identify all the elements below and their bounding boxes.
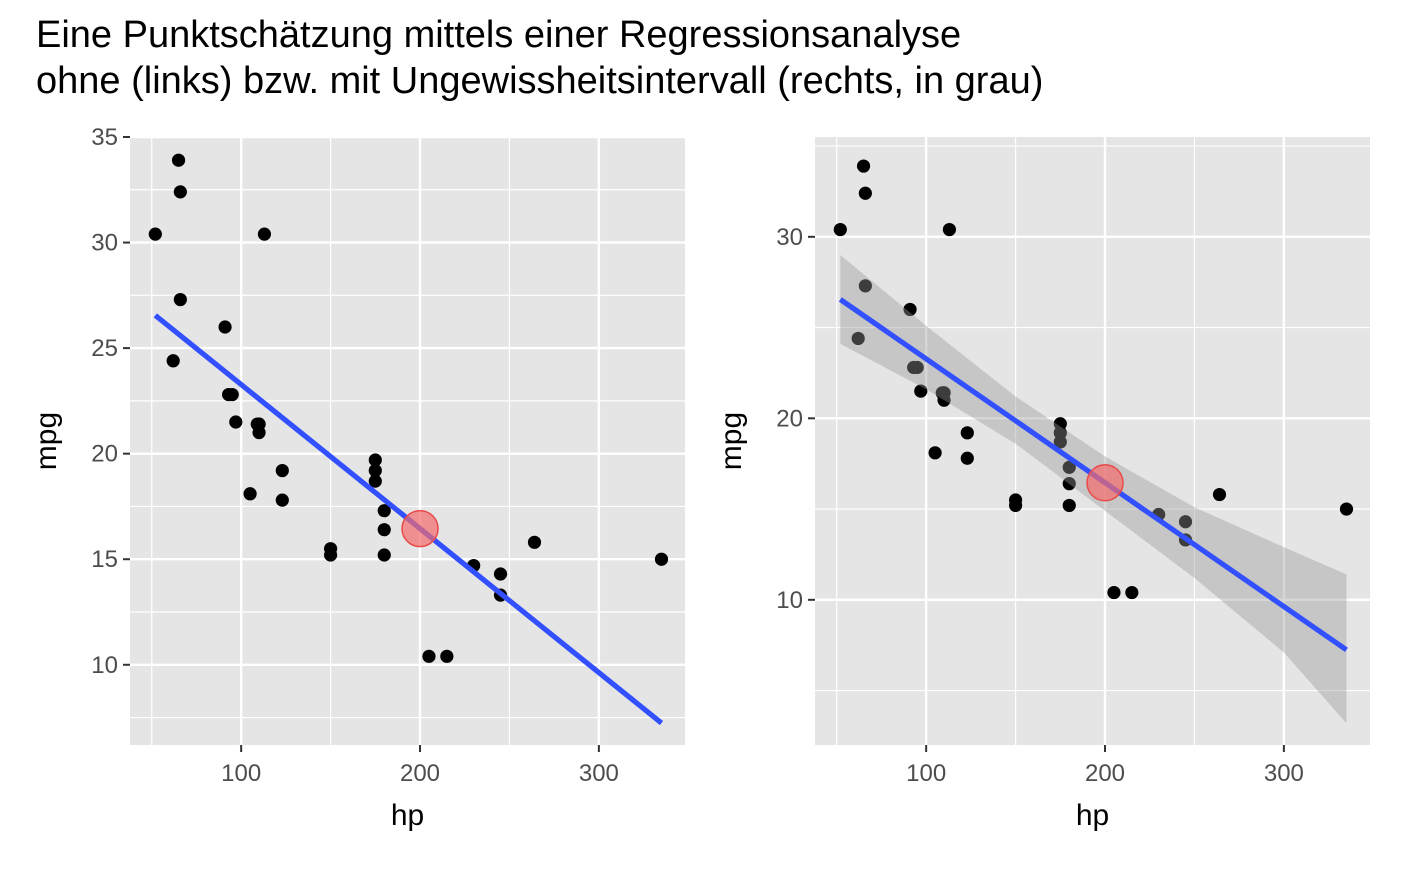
data-point (377, 504, 391, 518)
data-point (218, 320, 232, 334)
y-tick-label: 20 (776, 405, 803, 432)
data-point (928, 446, 942, 460)
data-point (960, 426, 974, 440)
title-line-1: Eine Punktschätzung mittels einer Regres… (36, 14, 962, 56)
data-point (368, 474, 382, 488)
data-point (851, 331, 865, 346)
data-point (229, 415, 243, 429)
y-axis-label: mpg (715, 412, 748, 470)
y-tick-label: 35 (91, 124, 118, 151)
data-point (323, 548, 338, 562)
data-point (377, 548, 391, 562)
data-point (960, 451, 974, 465)
data-point (1212, 487, 1227, 502)
x-tick-label: 300 (1264, 760, 1304, 787)
data-point (1053, 417, 1067, 431)
data-point (858, 279, 872, 293)
y-tick-label: 15 (91, 546, 118, 573)
panel-background (815, 137, 1370, 745)
data-point (173, 185, 187, 199)
data-point (440, 649, 454, 663)
y-tick-label: 10 (91, 652, 118, 679)
point-estimate-marker (1086, 463, 1124, 502)
data-point (1339, 502, 1354, 516)
data-point (1062, 477, 1076, 491)
data-point (171, 153, 186, 167)
data-point (858, 186, 872, 200)
data-point (1008, 498, 1023, 513)
x-tick-label: 300 (579, 760, 619, 787)
data-point (377, 523, 391, 537)
data-point (654, 552, 669, 566)
data-point (250, 417, 264, 431)
x-axis-label: hp (1076, 799, 1109, 832)
x-tick-label: 100 (221, 760, 261, 787)
y-tick-label: 30 (91, 230, 118, 257)
x-axis-label: hp (391, 799, 424, 832)
data-point (903, 302, 917, 317)
y-tick-label: 20 (91, 441, 118, 468)
point-estimate-marker (401, 509, 439, 548)
data-point (368, 463, 382, 478)
data-point (173, 292, 187, 307)
data-point (166, 354, 180, 368)
data-point (1125, 585, 1139, 600)
data-point (1178, 515, 1193, 529)
data-point (148, 227, 162, 241)
data-point (833, 222, 847, 237)
x-tick-label: 200 (1085, 760, 1125, 787)
y-tick-label: 10 (776, 587, 803, 614)
y-tick-label: 25 (91, 335, 118, 362)
data-point (243, 487, 257, 501)
data-point (275, 463, 289, 478)
x-tick-label: 200 (400, 760, 440, 787)
right-plot: 100 200 300 10 20 30 hp mpg (715, 137, 1370, 832)
data-point (910, 360, 924, 375)
data-point (1053, 435, 1067, 449)
data-point (422, 649, 436, 663)
data-point (1053, 426, 1067, 440)
data-point (257, 227, 272, 241)
data-point (935, 386, 949, 400)
chart-title: Eine Punktschätzung mittels einer Regres… (36, 12, 1043, 104)
data-point (225, 387, 239, 402)
data-point (1062, 460, 1076, 474)
y-tick-label: 30 (776, 224, 803, 251)
panel-background (130, 137, 685, 745)
data-point (275, 493, 289, 507)
data-point (527, 535, 542, 549)
data-point (914, 384, 928, 398)
title-line-2: ohne (links) bzw. mit Ungewissheitsinter… (36, 60, 1044, 102)
data-point (856, 159, 871, 173)
y-axis-label: mpg (30, 412, 63, 470)
data-point (1062, 498, 1076, 513)
x-tick-label: 100 (906, 760, 946, 787)
data-point (368, 453, 382, 467)
left-plot: 100 200 300 10 15 20 25 30 35 hp mpg (30, 124, 685, 832)
data-point (942, 222, 957, 237)
data-point (1107, 585, 1121, 600)
data-point (493, 567, 508, 581)
